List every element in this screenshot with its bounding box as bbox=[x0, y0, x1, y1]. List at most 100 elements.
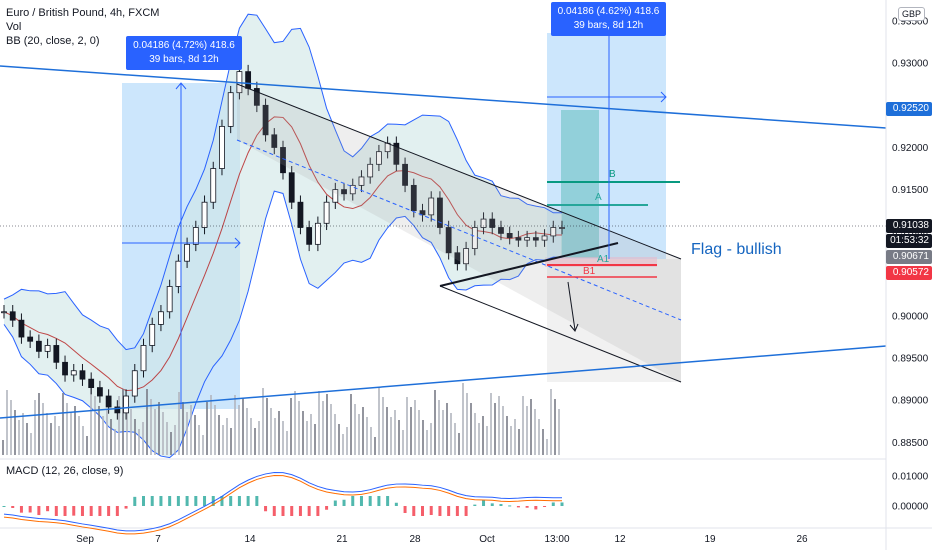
price-tick-label: 0.92000 bbox=[892, 143, 929, 154]
arrow-head-left-up bbox=[175, 82, 187, 90]
volume-bar bbox=[66, 403, 68, 455]
volume-bar bbox=[30, 433, 32, 455]
candle-body bbox=[410, 184, 417, 212]
volume-bar bbox=[14, 410, 16, 455]
macd-hist-bar bbox=[377, 496, 381, 506]
candle-body bbox=[1, 311, 7, 314]
macd-hist-bar bbox=[525, 506, 529, 508]
volume-bar bbox=[134, 419, 136, 455]
volume-bar bbox=[542, 429, 544, 455]
candle-body bbox=[140, 345, 147, 372]
volume-bar bbox=[526, 406, 528, 455]
time-axis[interactable]: Sep 7 14 21 28 Oct 13:00 12 19 26 bbox=[76, 534, 808, 545]
macd-hist-bar bbox=[237, 496, 241, 506]
channel-mid bbox=[236, 139, 682, 321]
candle-body bbox=[454, 252, 461, 265]
price-tick-label: 0.88500 bbox=[892, 438, 929, 449]
candle-body bbox=[149, 323, 156, 346]
volume-bar bbox=[210, 395, 212, 455]
volume-bar bbox=[522, 396, 524, 455]
volume-bar bbox=[458, 433, 460, 455]
macd-hist-bar bbox=[37, 506, 41, 516]
volume-bar bbox=[290, 398, 292, 455]
macd-label[interactable]: MACD (12, 26, close, 9) bbox=[6, 465, 124, 477]
volume-bar bbox=[414, 400, 416, 455]
volume-bar bbox=[46, 413, 48, 455]
volume-bar bbox=[146, 389, 148, 455]
time-tick-label: 14 bbox=[244, 534, 256, 545]
macd-line bbox=[3, 471, 562, 532]
candle-body bbox=[306, 227, 313, 245]
breakout-arrow-head bbox=[569, 323, 579, 332]
candle-body bbox=[62, 361, 68, 376]
volume-bar bbox=[350, 394, 352, 455]
time-tick-label: 28 bbox=[409, 534, 421, 545]
volume-bar bbox=[382, 397, 384, 455]
bb-label[interactable]: BB (20, close, 2, 0) bbox=[6, 35, 100, 47]
volume-bar bbox=[174, 425, 176, 455]
label-a: A bbox=[595, 192, 602, 203]
volume-bar bbox=[178, 392, 180, 455]
symbol-title[interactable]: Euro / British Pound, 4h, FXCM bbox=[6, 7, 160, 19]
candle-body bbox=[79, 370, 86, 380]
vol-label[interactable]: Vol bbox=[6, 21, 22, 33]
macd-hist-bar bbox=[54, 506, 58, 516]
price-tick-label: 0.91500 bbox=[892, 185, 929, 196]
volume-bar bbox=[126, 399, 128, 455]
candle-body bbox=[524, 237, 531, 241]
time-tick-label: 13:00 bbox=[544, 534, 569, 545]
volume-bar bbox=[370, 427, 372, 455]
label-a1: A1 bbox=[597, 254, 610, 265]
time-tick-label: 7 bbox=[155, 534, 161, 545]
volume-bar bbox=[142, 422, 144, 455]
volume-bar bbox=[122, 389, 124, 455]
stop-box bbox=[545, 257, 657, 267]
macd-hist-bar bbox=[107, 506, 111, 516]
volume-bar bbox=[402, 430, 404, 455]
candle-body bbox=[463, 248, 469, 265]
volume-bar bbox=[90, 386, 92, 455]
macd-hist-bar bbox=[290, 506, 294, 516]
measure-label-left: 0.04186 (4.72%) 418.6 39 bars, 8d 12h bbox=[126, 36, 242, 70]
volume-bar bbox=[186, 412, 188, 455]
candle-body bbox=[550, 227, 557, 237]
macd-tick-label: 0.01000 bbox=[892, 472, 929, 483]
currency-badge[interactable]: GBP bbox=[898, 7, 926, 21]
label-b1: B1 bbox=[583, 266, 596, 277]
candle-body bbox=[227, 92, 234, 127]
macd-hist-bar bbox=[80, 506, 84, 516]
macd-hist-bar bbox=[19, 506, 23, 513]
candle-body bbox=[88, 378, 95, 388]
volume-bar bbox=[58, 426, 60, 455]
candle-body bbox=[559, 227, 565, 229]
gray-projection bbox=[547, 259, 681, 382]
volume-bar bbox=[78, 416, 80, 455]
volume-bar bbox=[278, 411, 280, 455]
time-tick-label: Oct bbox=[479, 534, 495, 545]
candle-body bbox=[53, 345, 60, 363]
candle-body bbox=[253, 88, 260, 106]
candle-body bbox=[9, 311, 16, 321]
volume-bar bbox=[10, 400, 12, 455]
volume-bar bbox=[378, 387, 380, 455]
macd-axis: 0.01000 0.00000 bbox=[892, 472, 929, 513]
volume-bar bbox=[494, 403, 496, 455]
candle-body bbox=[123, 395, 129, 414]
time-tick-label: 12 bbox=[614, 534, 626, 545]
macd-hist-bar bbox=[429, 506, 433, 515]
volume-bar bbox=[450, 413, 452, 455]
candle-body bbox=[419, 210, 426, 216]
volume-bar bbox=[438, 400, 440, 455]
macd-hist-bar bbox=[11, 506, 15, 508]
macd-pane bbox=[2, 471, 564, 535]
candle-body bbox=[219, 125, 225, 169]
volume-bar bbox=[222, 425, 224, 455]
candle-body bbox=[18, 319, 25, 338]
volume-bar bbox=[342, 434, 344, 455]
candle-body bbox=[44, 345, 51, 352]
volume-bar bbox=[338, 424, 340, 455]
volume-bar bbox=[422, 420, 424, 455]
measure-label-right: 0.04186 (4.62%) 418.6 39 bars, 8d 12h bbox=[551, 2, 666, 36]
volume-bar bbox=[298, 401, 300, 455]
